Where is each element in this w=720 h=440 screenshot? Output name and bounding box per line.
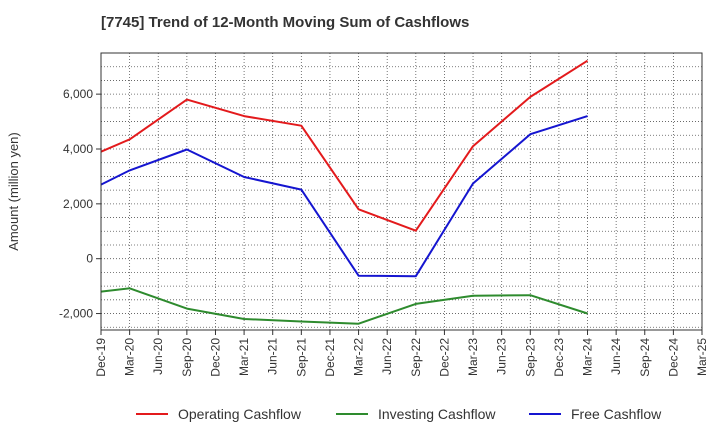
x-tick-label: Jun-21	[266, 338, 280, 375]
x-tick-label: Dec-22	[437, 338, 451, 377]
series-lines	[100, 59, 589, 325]
y-tick-label: 4,000	[63, 142, 93, 156]
x-tick-label: Dec-19	[94, 338, 108, 377]
y-axis-ticks: -2,000 0 2,000 4,000 6,000	[59, 87, 101, 321]
x-tick-label: Dec-20	[208, 338, 222, 377]
x-tick-label: Sep-21	[294, 338, 308, 377]
y-tick-label: 0	[86, 252, 93, 266]
x-axis-ticks: Dec-19 Mar-20 Jun-20 Sep-20 Dec-20 Mar-21 Jun-…	[94, 330, 709, 377]
plot-frame	[100, 52, 703, 331]
operating-cashflow-line	[100, 59, 589, 232]
investing-cashflow-line	[100, 287, 588, 325]
legend: Operating Cashflow Investing Cashflow Free…	[136, 406, 662, 422]
grid	[101, 53, 702, 330]
free-cashflow-line	[100, 115, 588, 278]
x-tick-label: Mar-23	[466, 338, 480, 376]
x-tick-label: Jun-23	[495, 338, 509, 375]
x-tick-label: Sep-22	[409, 338, 423, 377]
x-tick-label: Mar-21	[237, 338, 251, 376]
chart-title: [7745] Trend of 12-Month Moving Sum of C…	[101, 14, 470, 31]
x-tick-label: Jun-20	[151, 338, 165, 375]
x-tick-label: Jun-22	[380, 338, 394, 375]
x-tick-label: Dec-21	[323, 338, 337, 377]
x-tick-label: Mar-25	[695, 338, 709, 376]
y-tick-label: -2,000	[59, 307, 93, 321]
x-tick-label: Mar-20	[123, 338, 137, 376]
y-axis-label: Amount (million yen)	[6, 132, 21, 251]
x-tick-label: Sep-24	[638, 338, 652, 377]
x-tick-label: Dec-24	[666, 338, 680, 377]
operating-cashflow-legend-label: Operating Cashflow	[178, 406, 302, 422]
x-tick-label: Dec-23	[552, 338, 566, 377]
y-tick-label: 2,000	[63, 197, 93, 211]
x-tick-label: Jun-24	[609, 338, 623, 375]
x-tick-label: Sep-20	[180, 338, 194, 377]
investing-cashflow-legend-label: Investing Cashflow	[378, 406, 496, 422]
x-tick-label: Sep-23	[523, 338, 537, 377]
free-cashflow-legend-label: Free Cashflow	[571, 406, 662, 422]
y-tick-label: 6,000	[63, 87, 93, 101]
x-tick-label: Mar-24	[581, 338, 595, 376]
x-tick-label: Mar-22	[352, 338, 366, 376]
